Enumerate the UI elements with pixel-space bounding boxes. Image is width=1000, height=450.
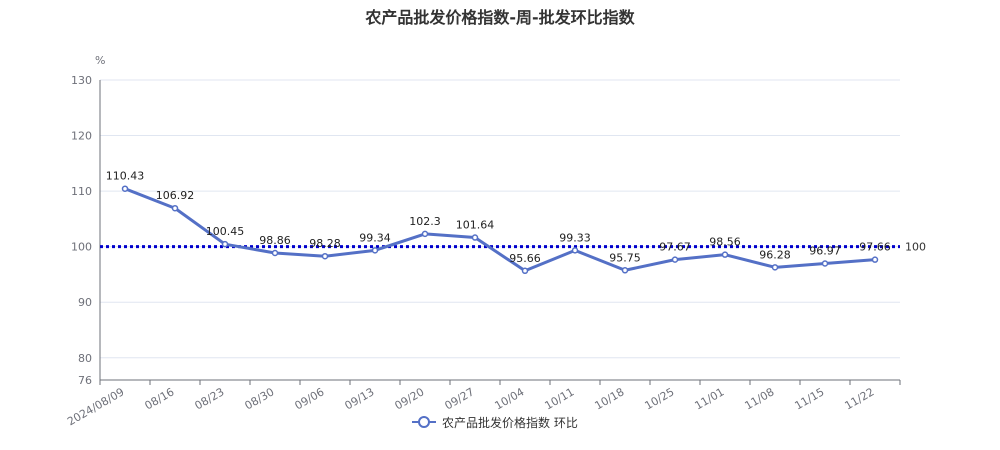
data-point[interactable] <box>671 256 679 263</box>
x-tick-label: 11/01 <box>693 385 727 412</box>
data-point[interactable] <box>371 247 379 254</box>
x-tick-label: 10/18 <box>593 385 627 412</box>
data-label: 95.75 <box>609 251 641 264</box>
series-group[interactable] <box>121 185 879 275</box>
x-tick-label: 08/30 <box>243 385 277 412</box>
x-tick-label: 09/20 <box>393 385 427 412</box>
data-point[interactable] <box>621 267 629 274</box>
legend-label[interactable]: 农产品批发价格指数 环比 <box>442 415 578 430</box>
x-tick-label: 08/16 <box>143 385 177 412</box>
series-line[interactable] <box>124 187 876 273</box>
x-tick-label: 10/25 <box>643 385 677 412</box>
data-point[interactable] <box>271 249 279 257</box>
y-tick-label: 76 <box>78 374 92 387</box>
chart-title: 农产品批发价格指数-周-批发环比指数 <box>365 8 635 27</box>
data-point[interactable] <box>121 185 129 192</box>
legend-marker[interactable] <box>418 416 430 428</box>
x-tick-label: 10/04 <box>493 385 527 412</box>
x-tick-label: 08/23 <box>193 385 227 412</box>
x-tick-label: 2024/08/09 <box>65 385 126 428</box>
data-label: 110.43 <box>106 170 145 183</box>
grid-lines <box>100 79 900 359</box>
y-tick-label: 110 <box>71 185 92 198</box>
data-label: 102.3 <box>409 215 441 228</box>
data-point[interactable] <box>721 251 729 258</box>
data-point[interactable] <box>421 230 429 238</box>
y-tick-label: 80 <box>78 352 92 365</box>
x-tick-label: 09/06 <box>293 385 327 412</box>
x-tick-label: 11/08 <box>743 385 777 412</box>
data-point[interactable] <box>171 204 179 212</box>
data-point[interactable] <box>321 252 329 260</box>
data-label: 99.33 <box>559 231 591 244</box>
y-tick-label: 130 <box>71 74 92 87</box>
data-point[interactable] <box>571 247 579 254</box>
data-label: 106.92 <box>156 189 195 202</box>
x-tick-label: 11/22 <box>843 385 877 412</box>
legend[interactable]: 农产品批发价格指数 环比 <box>412 415 578 430</box>
y-tick-label: 120 <box>71 130 92 143</box>
y-axis-unit-label: % <box>95 54 105 67</box>
data-labels: 110.43 106.92 100.45 98.86 98.28 99.34 102.3 10… <box>106 170 891 265</box>
x-tick-label: 09/27 <box>443 385 477 412</box>
data-point[interactable] <box>521 267 529 275</box>
x-tick-label: 11/15 <box>793 385 827 412</box>
data-label: 98.28 <box>309 237 341 250</box>
data-label: 98.86 <box>259 234 291 247</box>
data-label: 101.64 <box>456 219 495 232</box>
x-tick-label: 10/11 <box>543 385 577 412</box>
data-label: 97.66 <box>859 241 891 254</box>
data-point[interactable] <box>771 264 779 271</box>
data-label: 96.28 <box>759 248 791 261</box>
data-label: 100.45 <box>206 225 245 238</box>
data-label: 95.66 <box>509 252 541 265</box>
data-label: 99.34 <box>359 231 391 244</box>
data-point[interactable] <box>821 260 829 267</box>
data-label: 96.97 <box>809 245 841 258</box>
data-point[interactable] <box>871 256 879 263</box>
y-tick-label: 90 <box>78 296 92 309</box>
y-tick-label: 100 <box>71 241 92 254</box>
reference-line-label: 100 <box>905 241 926 254</box>
data-label: 97.67 <box>659 241 691 254</box>
x-tick-label: 09/13 <box>343 385 377 412</box>
data-point[interactable] <box>221 240 229 248</box>
data-label: 98.56 <box>709 236 741 249</box>
data-point[interactable] <box>471 234 479 241</box>
